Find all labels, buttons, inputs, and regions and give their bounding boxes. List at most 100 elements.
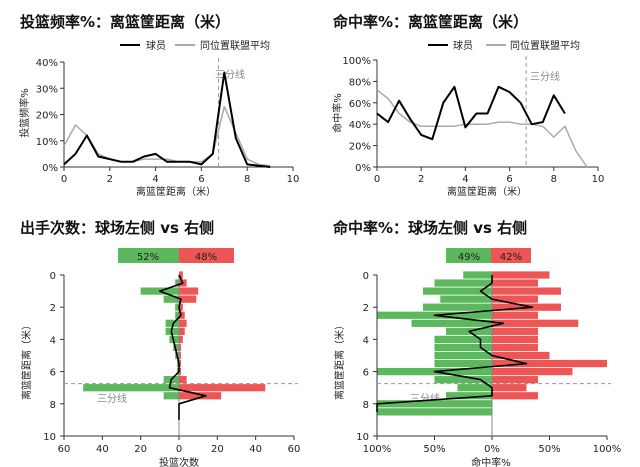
c4-bar-left bbox=[434, 376, 492, 384]
c4-bar-right bbox=[492, 311, 538, 319]
chart-shot-attempts-left-right: 出手次数：球场左侧 vs 右侧 52% 48% 离篮筐距离（米） 投篮次数 三分… bbox=[20, 219, 300, 467]
c3-ytick-label: 10 bbox=[43, 432, 56, 443]
c4-ytick-label: 0 bbox=[363, 271, 369, 282]
c1-series-league-line bbox=[63, 105, 271, 167]
c4-xtick-label: 0% bbox=[484, 444, 500, 455]
c3-xtick-label: 20 bbox=[134, 444, 147, 455]
chart-shot-frequency: 投篮频率%：离篮筐距离（米） 球员 同位置联盟平均 投篮频率% 离篮筐距离（米）… bbox=[18, 13, 299, 198]
c1-xtick-label: 4 bbox=[152, 174, 158, 185]
chart4-left-share-bar bbox=[446, 248, 491, 263]
c3-bar-left bbox=[165, 327, 179, 335]
c1-xtick-label: 10 bbox=[287, 174, 300, 185]
c3-bar-right bbox=[179, 359, 181, 368]
c3-bar-right bbox=[179, 335, 183, 344]
chart4-title: 命中率%：球场左侧 vs 右侧 bbox=[332, 219, 527, 237]
c2-ytick-label: 80% bbox=[349, 77, 371, 88]
c4-bar-right bbox=[492, 351, 550, 360]
c2-xtick-label: 0 bbox=[374, 174, 380, 185]
c1-xtick-label: 8 bbox=[244, 174, 250, 185]
c4-bar-right bbox=[492, 359, 607, 368]
c4-difference-line bbox=[376, 275, 534, 412]
c4-bar-left bbox=[440, 295, 492, 303]
c2-ytick-label: 40% bbox=[349, 120, 371, 131]
chart1-title: 投篮频率%：离篮筐距离（米） bbox=[20, 13, 230, 31]
c3-ytick-label: 4 bbox=[50, 335, 56, 346]
c3-xtick-label: 20 bbox=[211, 444, 224, 455]
chart1-legend-player: 球员 bbox=[146, 39, 166, 52]
chart1-three-point-label: 三分线 bbox=[215, 68, 245, 81]
c1-ytick-label: 0% bbox=[42, 163, 58, 174]
c4-xtick-label: 50% bbox=[538, 444, 560, 455]
c4-bar-right bbox=[492, 287, 561, 295]
c3-bar-left bbox=[163, 392, 179, 400]
c3-bar-left bbox=[83, 384, 179, 392]
c4-bar-left bbox=[463, 271, 492, 279]
c1-ytick-label: 40% bbox=[36, 58, 58, 69]
c4-xtick-label: 50% bbox=[423, 444, 445, 455]
c4-bar-left bbox=[377, 408, 492, 416]
chart2-xlabel: 离篮筐距离（米） bbox=[447, 185, 527, 198]
c2-ytick-label: 0% bbox=[355, 163, 371, 174]
c4-bar-left bbox=[423, 303, 492, 311]
c4-bar-right bbox=[492, 392, 538, 400]
c3-xtick-label: 60 bbox=[288, 444, 301, 455]
c2-xtick-label: 4 bbox=[462, 174, 468, 185]
c2-xtick-label: 6 bbox=[506, 174, 512, 185]
c4-bar-right bbox=[492, 295, 538, 303]
c3-bar-right bbox=[179, 295, 197, 303]
c4-bar-right bbox=[492, 343, 538, 352]
c2-ytick-label: 20% bbox=[349, 142, 371, 153]
c4-xtick-label: 100% bbox=[363, 444, 392, 455]
c3-bar-right bbox=[179, 343, 181, 352]
chart4-xlabel: 命中率% bbox=[471, 456, 511, 467]
c3-bar-left bbox=[165, 319, 179, 327]
c2-ytick-label: 100% bbox=[342, 56, 371, 67]
chart3-left-share-bar bbox=[118, 248, 179, 263]
c3-xtick-label: 40 bbox=[96, 444, 109, 455]
c4-bar-right bbox=[492, 335, 538, 344]
c3-xtick-label: 0 bbox=[176, 444, 182, 455]
c4-ytick-label: 2 bbox=[363, 303, 369, 314]
c4-bar-left bbox=[446, 392, 492, 400]
c3-bar-right bbox=[179, 351, 181, 360]
c3-bar-left bbox=[177, 359, 179, 368]
chart1-legend-league: 同位置联盟平均 bbox=[200, 39, 270, 52]
c3-xtick-label: 60 bbox=[58, 444, 71, 455]
c2-xtick-label: 10 bbox=[592, 174, 605, 185]
c4-bar-right bbox=[492, 367, 573, 376]
chart2-legend: 球员 同位置联盟平均 bbox=[428, 39, 580, 52]
chart4-left-pct: 49% bbox=[458, 252, 480, 263]
c4-bar-left bbox=[423, 287, 492, 295]
c4-bar-left bbox=[434, 279, 492, 287]
c3-difference-line bbox=[159, 274, 207, 420]
c4-bar-right bbox=[492, 319, 579, 327]
chart1-legend: 球员 同位置联盟平均 bbox=[120, 39, 270, 52]
chart-fg-pct: 命中率%：离篮筐距离（米） 球员 同位置联盟平均 命中率% 离篮筐距离（米） 三… bbox=[331, 13, 604, 198]
chart4-right-pct: 42% bbox=[500, 252, 522, 263]
c1-ytick-label: 20% bbox=[36, 111, 58, 122]
c3-bar-right bbox=[179, 271, 183, 279]
chart2-legend-player: 球员 bbox=[453, 39, 473, 52]
chart2-three-point-label: 三分线 bbox=[530, 70, 560, 83]
c3-bar-left bbox=[175, 311, 179, 319]
c4-bar-right bbox=[492, 376, 538, 384]
chart2-title: 命中率%：离篮筐距离（米） bbox=[332, 13, 528, 31]
chart2-legend-league: 同位置联盟平均 bbox=[510, 39, 580, 52]
c3-ytick-label: 8 bbox=[50, 400, 56, 411]
c1-xtick-label: 6 bbox=[198, 174, 204, 185]
c4-xtick-label: 100% bbox=[593, 444, 622, 455]
c4-bar-right bbox=[492, 271, 550, 279]
chart4-ylabel: 离篮筐距离（米） bbox=[333, 320, 346, 400]
c3-bar-right bbox=[179, 384, 266, 392]
chart3-left-pct: 52% bbox=[137, 252, 159, 263]
c4-ytick-label: 4 bbox=[363, 335, 369, 346]
c4-bar-left bbox=[457, 384, 492, 392]
chart3-right-share-bar bbox=[179, 248, 234, 263]
c4-bar-left bbox=[434, 343, 492, 352]
c1-ytick-label: 30% bbox=[36, 84, 58, 95]
c3-bar-left bbox=[175, 279, 179, 287]
c4-bar-left bbox=[434, 351, 492, 360]
c4-bar-right bbox=[492, 384, 527, 392]
c3-ytick-label: 2 bbox=[50, 303, 56, 314]
